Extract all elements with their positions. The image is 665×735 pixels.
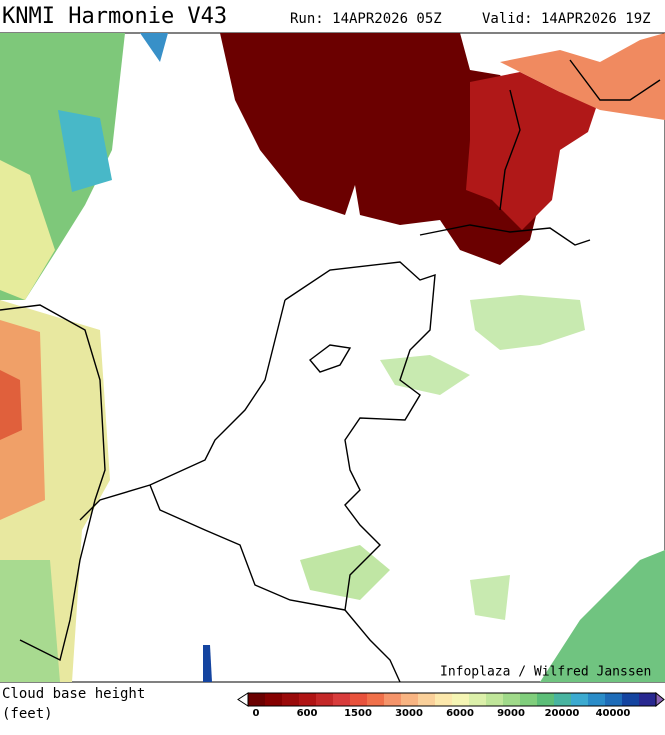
cloud-area xyxy=(380,355,470,395)
cloud-area xyxy=(466,72,598,230)
color-swatch xyxy=(469,693,487,706)
color-swatch xyxy=(418,693,436,706)
color-swatch xyxy=(367,693,385,706)
border xyxy=(284,261,436,683)
run: Run: 14APR2026 05Z xyxy=(290,11,442,27)
credit: Infoplaza / Wilfred Janssen xyxy=(440,665,651,680)
colorbar-label: 20000 xyxy=(545,708,580,719)
cloud-area xyxy=(140,33,168,62)
color-swatch xyxy=(554,693,572,706)
cloud-area xyxy=(0,320,45,520)
border xyxy=(149,484,346,611)
coastline xyxy=(569,59,661,101)
colorbar-label: 40000 xyxy=(596,708,631,719)
cloud-area xyxy=(220,33,540,265)
title: KNMI Harmonie V43 xyxy=(2,4,227,29)
coastline xyxy=(0,304,106,662)
color-swatch xyxy=(299,693,317,706)
cloud-area xyxy=(540,550,665,682)
color-swatch xyxy=(265,693,283,706)
cloud-area xyxy=(0,560,60,682)
color-swatch xyxy=(435,693,453,706)
colorbar-label: 1500 xyxy=(344,708,372,719)
color-swatch xyxy=(503,693,521,706)
coastline xyxy=(419,224,591,246)
map: Infoplaza / Wilfred Janssen xyxy=(0,32,665,683)
colorbar-label: 0 xyxy=(253,708,260,719)
cloud-area xyxy=(300,545,390,600)
color-swatch xyxy=(639,693,657,706)
coastline xyxy=(79,299,286,521)
cloud-area xyxy=(470,295,585,350)
colorbar: 0 600 1500 3000 6000 9000 20000 40000 xyxy=(237,691,665,719)
coastline xyxy=(499,89,521,211)
color-swatch xyxy=(282,693,300,706)
legend-title: Cloud base height xyxy=(2,686,145,702)
cloud-area xyxy=(58,110,112,192)
lake xyxy=(308,344,352,373)
color-swatch xyxy=(452,693,470,706)
valid: Valid: 14APR2026 19Z xyxy=(482,11,651,27)
cloud-area xyxy=(470,575,510,620)
color-swatch xyxy=(588,693,606,706)
color-swatch xyxy=(316,693,334,706)
color-swatch xyxy=(622,693,640,706)
color-swatch xyxy=(537,693,555,706)
colorbar-label: 6000 xyxy=(446,708,474,719)
color-swatch xyxy=(384,693,402,706)
color-swatch xyxy=(401,693,419,706)
color-swatch xyxy=(248,693,266,706)
cloud-area xyxy=(203,645,212,682)
color-swatch xyxy=(571,693,589,706)
colorbar-label: 9000 xyxy=(497,708,525,719)
color-swatch xyxy=(520,693,538,706)
legend-unit: (feet) xyxy=(2,706,53,722)
color-swatch xyxy=(350,693,368,706)
color-swatch xyxy=(486,693,504,706)
colorbar-label: 3000 xyxy=(395,708,423,719)
colorbar-label: 600 xyxy=(297,708,318,719)
cloud-area xyxy=(0,160,55,300)
colorbar-frame xyxy=(247,692,657,707)
color-swatch xyxy=(605,693,623,706)
cloud-area xyxy=(0,370,22,440)
color-swatch xyxy=(333,693,351,706)
